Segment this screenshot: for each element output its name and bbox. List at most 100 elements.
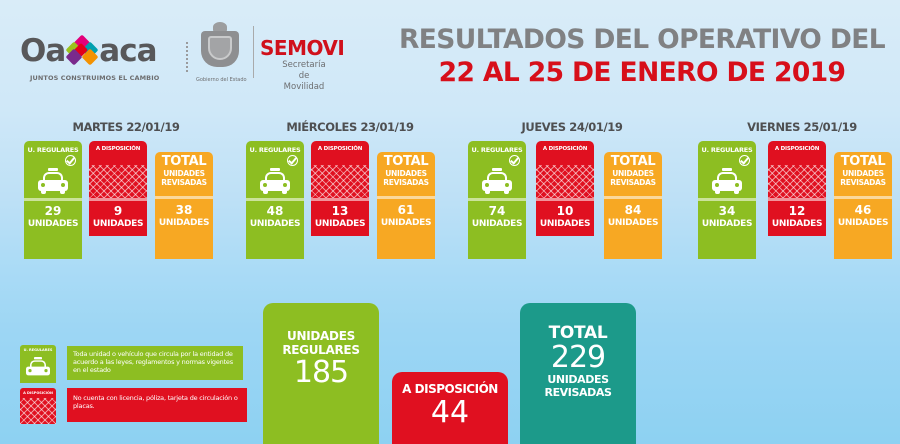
regulares-card: U. REGULARES 48 UNIDADES	[246, 141, 304, 259]
regulares-label: U. REGULARES	[701, 146, 753, 154]
units-label: UNIDADES	[249, 219, 301, 229]
oaxaca-word-right: aca	[99, 33, 157, 69]
day-title: MARTES 22/01/19	[72, 120, 180, 134]
total-sub2: REVISADAS	[840, 178, 886, 187]
regulares-card: U. REGULARES 34 UNIDADES	[698, 141, 756, 259]
day-title: JUEVES 24/01/19	[521, 120, 623, 134]
total-label: TOTAL	[161, 154, 207, 169]
disposicion-card: A DISPOSICIÓN 12 UNIDADES	[768, 141, 826, 236]
legend-disposicion-icon-label: A DISPOSICIÓN	[23, 391, 53, 395]
oaxaca-logo: Oa aca JUNTOS CONSTRUIMOS EL CAMBIO	[20, 34, 178, 84]
regulares-label: U. REGULARES	[471, 146, 523, 154]
disposicion-count: 12	[788, 204, 806, 218]
day-group-martes: MARTES 22/01/19 U. REGULARES 29 UNIDADES…	[24, 120, 236, 265]
total-sub1: UNIDADES	[163, 169, 205, 178]
disposicion-label: A DISPOSICIÓN	[542, 146, 588, 152]
units-label: UNIDADES	[837, 218, 889, 228]
regulares-label: U. REGULARES	[249, 146, 301, 154]
units-label: UNIDADES	[314, 219, 366, 229]
units-label: UNIDADES	[471, 219, 523, 229]
total-sub1: UNIDADES	[385, 169, 427, 178]
logo-divider	[253, 26, 254, 78]
units-label: UNIDADES	[701, 219, 753, 229]
regulares-label: U. REGULARES	[27, 146, 79, 154]
units-label: UNIDADES	[771, 219, 823, 229]
semovi-subtitle-line1: Secretaría de	[282, 60, 326, 81]
regulares-count: 74	[488, 204, 506, 218]
check-icon	[739, 155, 750, 166]
government-label: Gobierno del Estado	[196, 77, 247, 83]
summary-disposicion-label: A DISPOSICIÓN	[402, 382, 498, 396]
summary-regulares-line1: UNIDADES	[287, 329, 355, 343]
summary-regulares-line2: REGULARES	[282, 343, 360, 357]
taxi-icon	[482, 168, 512, 195]
legend-regulares-icon-label: U. REGULARES	[23, 348, 53, 352]
net-pattern-icon	[768, 165, 826, 198]
semovi-logo: SEMOVI	[260, 36, 345, 60]
day-group-jueves: JUEVES 24/01/19 U. REGULARES 74 UNIDADES…	[468, 120, 680, 265]
summary-total-value: 229	[550, 340, 606, 375]
units-label: UNIDADES	[158, 218, 210, 228]
check-icon	[287, 155, 298, 166]
day-title: MIÉRCOLES 23/01/19	[286, 120, 414, 134]
oaxaca-wordmark: Oa aca	[20, 33, 158, 69]
summary-disposicion-card: A DISPOSICIÓN 44	[392, 372, 508, 444]
net-pattern-icon	[536, 165, 594, 198]
legend-disposicion-text: No cuenta con licencia, póliza, tarjeta …	[67, 388, 247, 422]
total-card: TOTAL UNIDADES REVISADAS 61 UNIDADES	[377, 152, 435, 259]
net-pattern-icon	[20, 398, 56, 424]
total-card: TOTAL UNIDADES REVISADAS 84 UNIDADES	[604, 152, 662, 259]
regulares-count: 48	[266, 204, 284, 218]
summary-regulares-value: 185	[293, 355, 349, 390]
page-title-line1: RESULTADOS DEL OPERATIVO DEL	[398, 24, 886, 55]
regulares-card: U. REGULARES 74 UNIDADES	[468, 141, 526, 259]
oaxaca-x-mark-icon	[65, 34, 99, 66]
page-title-line2: 22 AL 25 DE ENERO DE 2019	[438, 57, 846, 88]
total-sub2: REVISADAS	[383, 178, 429, 187]
summary-total-line2: UNIDADES	[547, 373, 609, 386]
regulares-count: 34	[718, 204, 736, 218]
total-sub1: UNIDADES	[612, 169, 654, 178]
units-label: UNIDADES	[92, 219, 144, 229]
net-pattern-icon	[89, 165, 147, 198]
taxi-icon	[260, 168, 290, 195]
legend-regulares-icon: U. REGULARES	[20, 345, 56, 383]
units-label: UNIDADES	[607, 218, 659, 228]
taxi-icon	[712, 168, 742, 195]
regulares-card: U. REGULARES 29 UNIDADES	[24, 141, 82, 259]
legend-disposicion-icon: A DISPOSICIÓN	[20, 388, 56, 424]
regulares-count: 29	[44, 204, 62, 218]
day-title: VIERNES 25/01/19	[747, 120, 857, 134]
total-card: TOTAL UNIDADES REVISADAS 38 UNIDADES	[155, 152, 213, 259]
oaxaca-tagline: JUNTOS CONSTRUIMOS EL CAMBIO	[30, 74, 160, 82]
oaxaca-word-left: Oa	[20, 33, 66, 69]
disposicion-card: A DISPOSICIÓN 9 UNIDADES	[89, 141, 147, 236]
total-count: 61	[397, 203, 415, 217]
day-group-miercoles: MIÉRCOLES 23/01/19 U. REGULARES 48 UNIDA…	[246, 120, 458, 265]
summary-total-label: TOTAL	[548, 323, 608, 343]
total-label: TOTAL	[840, 154, 886, 169]
check-icon	[509, 155, 520, 166]
units-label: UNIDADES	[539, 219, 591, 229]
total-count: 84	[624, 203, 642, 217]
check-icon	[65, 155, 76, 166]
dotted-divider	[186, 42, 189, 72]
semovi-subtitle: Secretaría de Movilidad	[276, 60, 332, 93]
day-group-viernes: VIERNES 25/01/19 U. REGULARES 34 UNIDADE…	[698, 120, 900, 265]
summary-regulares-card: UNIDADES REGULARES 185	[263, 303, 379, 444]
summary-total-line3: REVISADAS	[544, 386, 612, 399]
disposicion-label: A DISPOSICIÓN	[95, 146, 141, 152]
legend-regulares-text: Toda unidad o vehículo que circula por l…	[67, 346, 243, 380]
total-count: 46	[854, 203, 872, 217]
disposicion-card: A DISPOSICIÓN 13 UNIDADES	[311, 141, 369, 236]
taxi-icon	[26, 357, 50, 379]
total-label: TOTAL	[383, 154, 429, 169]
disposicion-card: A DISPOSICIÓN 10 UNIDADES	[536, 141, 594, 236]
semovi-subtitle-line2: Movilidad	[283, 82, 325, 92]
net-pattern-icon	[311, 165, 369, 198]
disposicion-label: A DISPOSICIÓN	[774, 146, 820, 152]
summary-disposicion-value: 44	[430, 395, 470, 430]
disposicion-count: 13	[331, 204, 349, 218]
total-sub1: UNIDADES	[842, 169, 884, 178]
disposicion-label: A DISPOSICIÓN	[317, 146, 363, 152]
